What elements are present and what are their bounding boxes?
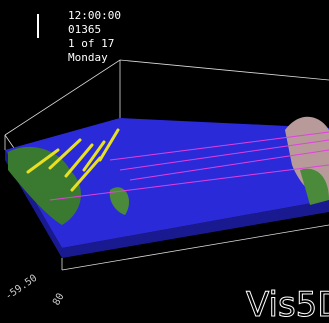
day: Monday <box>68 51 108 64</box>
step: 1 of 17 <box>68 37 114 50</box>
time: 12:00:00 <box>68 9 121 22</box>
date: 01365 <box>68 23 101 36</box>
viewport: 12:00:00 01365 1 of 17 Monday <box>0 0 329 323</box>
logo: Vis5D <box>246 285 329 323</box>
